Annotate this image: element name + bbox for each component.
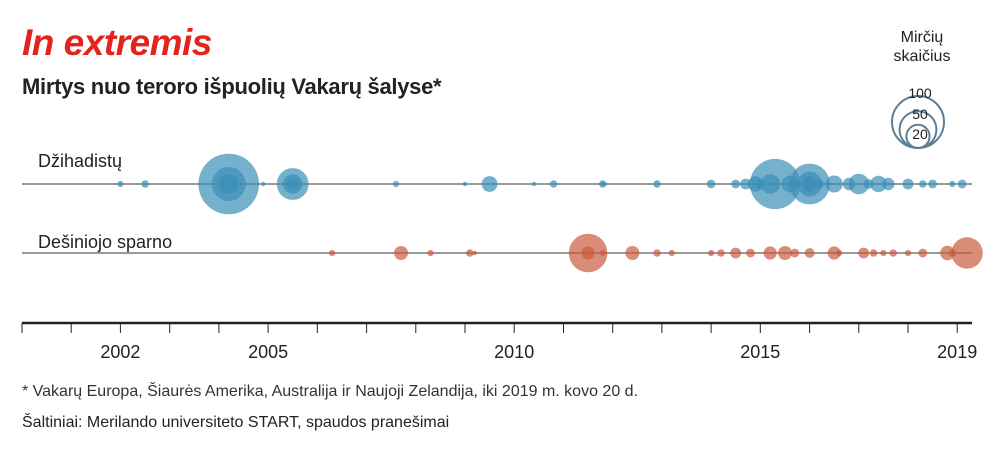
bubble-point <box>848 173 870 195</box>
bubble-point <box>825 175 843 193</box>
bubble-point <box>746 248 755 258</box>
bubble-point <box>393 180 400 188</box>
bubble-point <box>600 181 605 187</box>
bubble-point <box>948 249 957 257</box>
footnote: * Vakarų Europa, Šiaurės Amerika, Austra… <box>22 383 639 400</box>
bubble-point <box>940 245 955 261</box>
chart-title: In extremis <box>22 22 212 63</box>
size-legend-title: Mirčių skaičius <box>880 28 964 66</box>
bubble-point <box>394 246 408 260</box>
bubble-point <box>951 237 983 269</box>
bubble-point <box>763 246 777 260</box>
x-tick-label: 2019 <box>937 342 977 362</box>
size-legend-label: 50 <box>912 106 928 122</box>
series-jihadist: Džihadistų <box>22 151 972 215</box>
bubble-point <box>760 174 780 194</box>
bubble-point <box>870 175 887 193</box>
bubble-point <box>889 249 897 257</box>
size-legend-label: 20 <box>912 126 928 142</box>
bubble-point <box>668 249 675 257</box>
size-legend-title-line-2: skaičius <box>893 48 951 65</box>
bubble-point <box>706 179 716 189</box>
x-tick-label: 2010 <box>494 342 534 362</box>
bubble-point <box>229 180 238 188</box>
bubble-point <box>625 246 640 260</box>
bubble-point <box>836 249 843 257</box>
bubble-point <box>427 249 434 257</box>
bubble-point <box>802 176 818 192</box>
x-tick-label: 2002 <box>100 342 140 362</box>
bubble-point <box>781 175 799 193</box>
bubble-point <box>731 179 741 189</box>
bubble-point <box>869 249 878 257</box>
series-layer: Džihadistų Dešiniojo sparno <box>22 151 983 273</box>
series-label: Džihadistų <box>38 151 122 171</box>
bubble-point <box>842 177 856 191</box>
bubble-point <box>653 249 661 257</box>
x-axis: 2002 2005 2010 2015 2019 <box>21 321 977 362</box>
bubble-point <box>549 180 558 188</box>
series-label: Dešiniojo sparno <box>38 232 172 252</box>
size-legend-title-line-1: Mirčių <box>900 29 944 46</box>
bubble-point <box>462 181 468 187</box>
series-right-wing: Dešiniojo sparno <box>22 232 983 273</box>
bubble-point <box>466 249 474 257</box>
bubble-point <box>918 248 928 258</box>
bubble-point <box>581 246 595 260</box>
bubble-point <box>740 178 751 190</box>
bubble-point <box>755 179 765 189</box>
bubble-point <box>880 249 887 257</box>
bubble-point <box>902 178 914 190</box>
bubble-point <box>882 177 895 191</box>
bubble-point <box>117 180 124 188</box>
bubble-point <box>827 246 841 260</box>
bubble-point <box>904 249 912 257</box>
bubble-point <box>481 176 498 192</box>
bubble-point <box>957 179 967 189</box>
bubble-point <box>653 180 661 188</box>
chart-subtitle: Mirtys nuo teroro išpuolių Vakarų šalyse… <box>22 74 442 99</box>
bubble-point <box>804 248 815 258</box>
bubble-point <box>261 181 266 187</box>
bubble-point <box>218 174 239 194</box>
bubble-point <box>928 179 937 189</box>
bubble-point <box>472 250 477 256</box>
size-legend: 100 50 20 <box>891 85 945 150</box>
size-legend-ring <box>905 123 931 149</box>
bubble-point <box>863 179 874 189</box>
x-tick-label: 2015 <box>740 342 780 362</box>
bubble-point <box>141 180 149 188</box>
bubble-point <box>815 179 824 189</box>
bubble-point <box>730 247 742 259</box>
bubble-point <box>858 247 870 259</box>
bubble-point <box>531 181 537 187</box>
bubble-point <box>599 249 606 257</box>
x-tick-label: 2005 <box>248 342 288 362</box>
bubble-point <box>919 180 927 188</box>
size-legend-label: 100 <box>908 85 932 101</box>
bubble-point <box>329 249 336 257</box>
bubble-point <box>708 249 715 257</box>
bubble-point <box>790 248 800 258</box>
bubble-point <box>287 178 299 190</box>
bubble-point <box>949 180 956 188</box>
source-note: Šaltiniai: Merilando universiteto START,… <box>22 414 450 431</box>
bubble-point <box>778 246 792 260</box>
bubble-point <box>717 249 725 257</box>
